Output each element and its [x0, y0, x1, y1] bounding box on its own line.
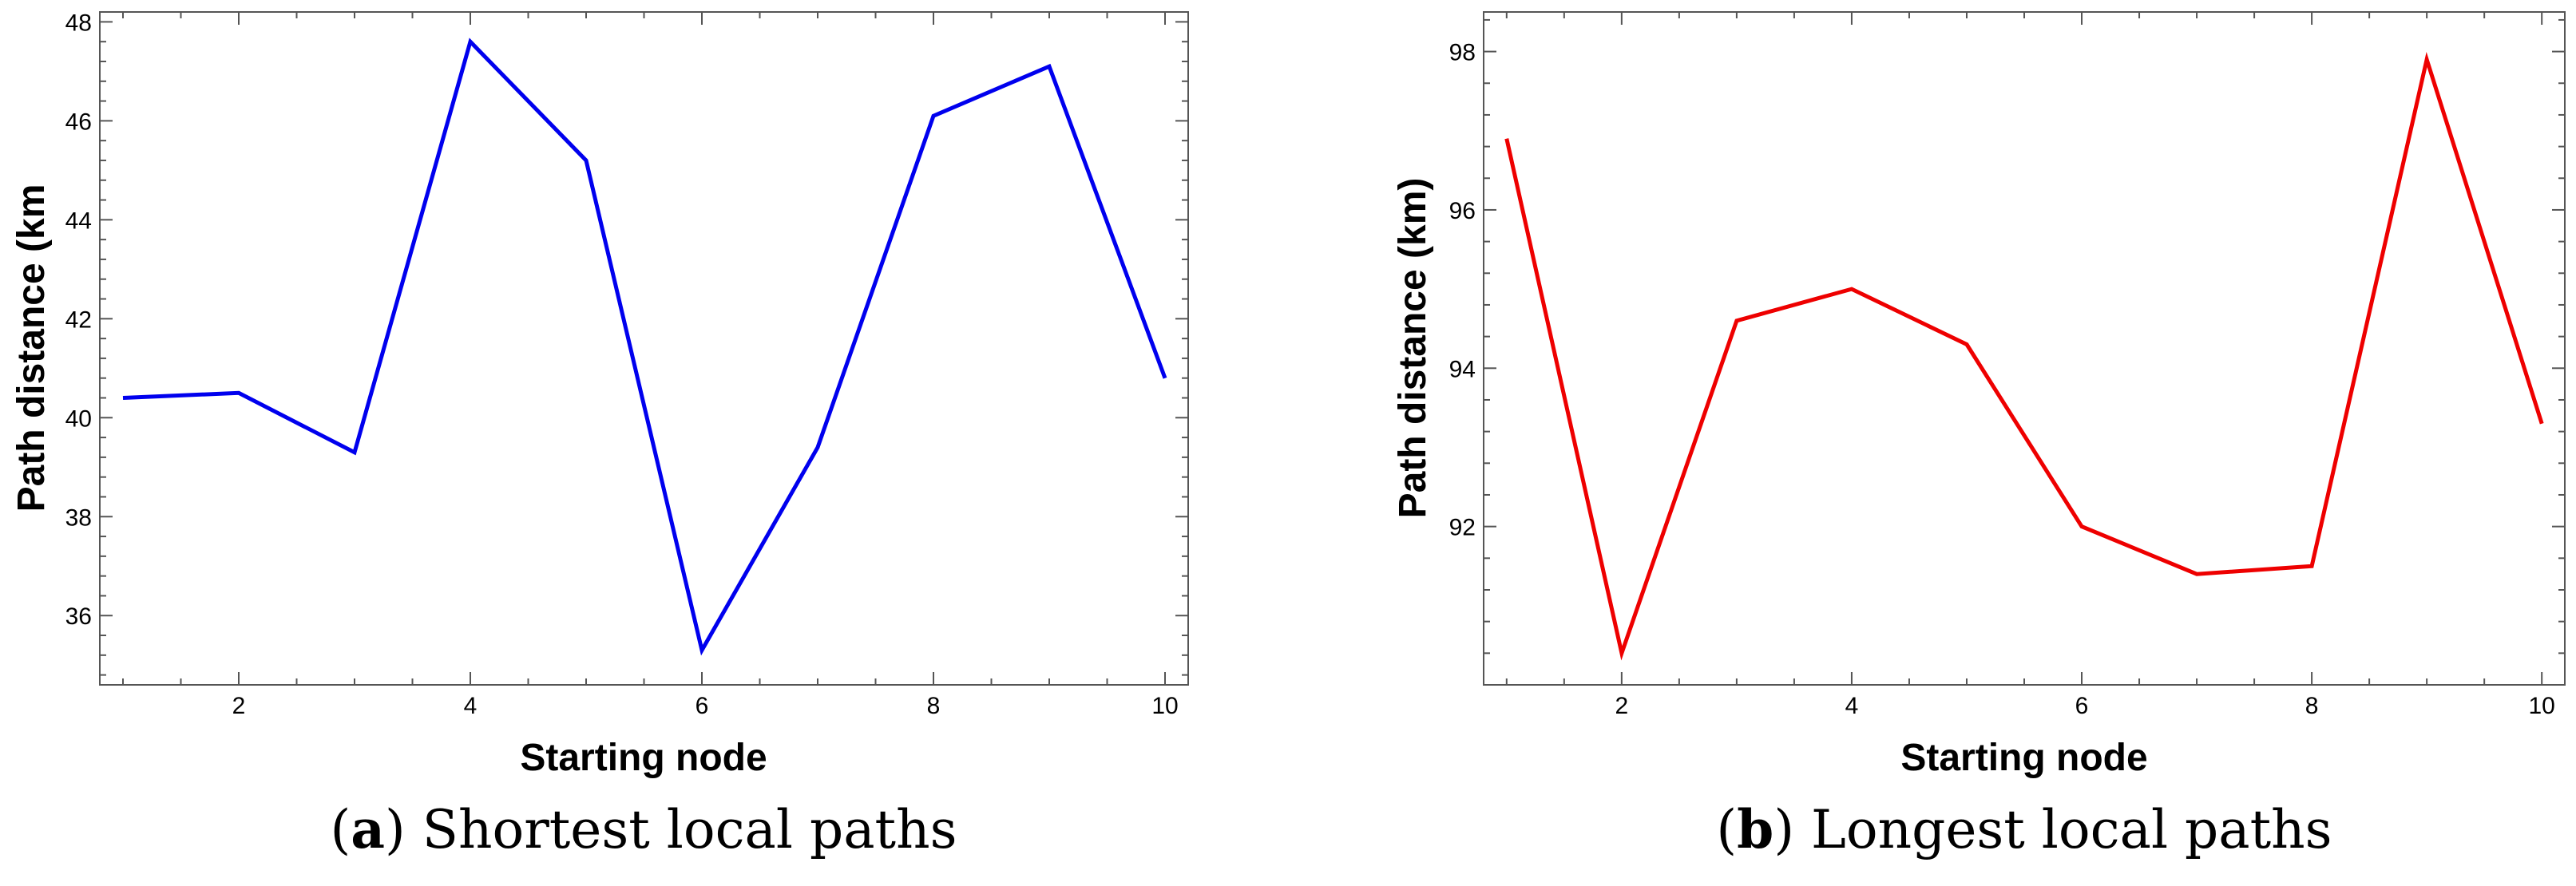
chart-a-x-tick-label: 8 [927, 693, 941, 719]
chart-a-y-tick-label: 42 [65, 307, 92, 333]
chart-a-x-tick-label: 6 [696, 693, 709, 719]
chart-b-y-axis-label: Path distance (km) [1392, 178, 1434, 519]
chart-a-y-axis-label: Path distance (km [10, 184, 53, 512]
chart-b-x-tick-label: 8 [2305, 693, 2319, 719]
chart-b-series-line [1504, 51, 2544, 661]
chart-a-plot-frame [99, 11, 1189, 686]
chart-a-y-tick-label: 40 [65, 405, 92, 432]
chart-a-y-tick-label: 36 [65, 603, 92, 630]
chart-b-y-tick-label: 98 [1449, 40, 1476, 66]
chart-b-x-tick-label: 2 [1615, 693, 1629, 719]
chart-b-y-tick-label: 96 [1449, 198, 1476, 224]
chart-a-y-tick-label: 44 [65, 208, 92, 234]
chart-a-x-tick-label: 10 [1151, 693, 1178, 719]
chart-a-series-line [122, 38, 1167, 656]
chart-a-x-tick-label: 2 [232, 693, 246, 719]
chart-a-y-tick-label: 46 [65, 109, 92, 135]
chart-b-x-tick-label: 4 [1845, 693, 1859, 719]
chart-b-y-tick-label: 94 [1449, 356, 1476, 382]
chart-b-x-axis-label: Starting node [1900, 737, 2147, 779]
chart-a-y-tick-label: 48 [65, 10, 92, 36]
chart-b-caption: (b) Longest local paths [1716, 798, 2332, 860]
chart-a-y-tick-label: 38 [65, 504, 92, 531]
chart-a-caption: (a) Shortest local paths [331, 798, 957, 860]
chart-b-x-tick-label: 6 [2075, 693, 2089, 719]
chart-b-x-tick-label: 10 [2529, 693, 2555, 719]
chart-a-x-tick-label: 4 [464, 693, 478, 719]
chart-b-y-tick-label: 92 [1449, 515, 1476, 541]
chart-b: 2 4 6 8 10 92 94 96 98 Starting node Path distance… [1392, 11, 2566, 860]
chart-a-x-axis-label: Starting node [520, 737, 767, 779]
